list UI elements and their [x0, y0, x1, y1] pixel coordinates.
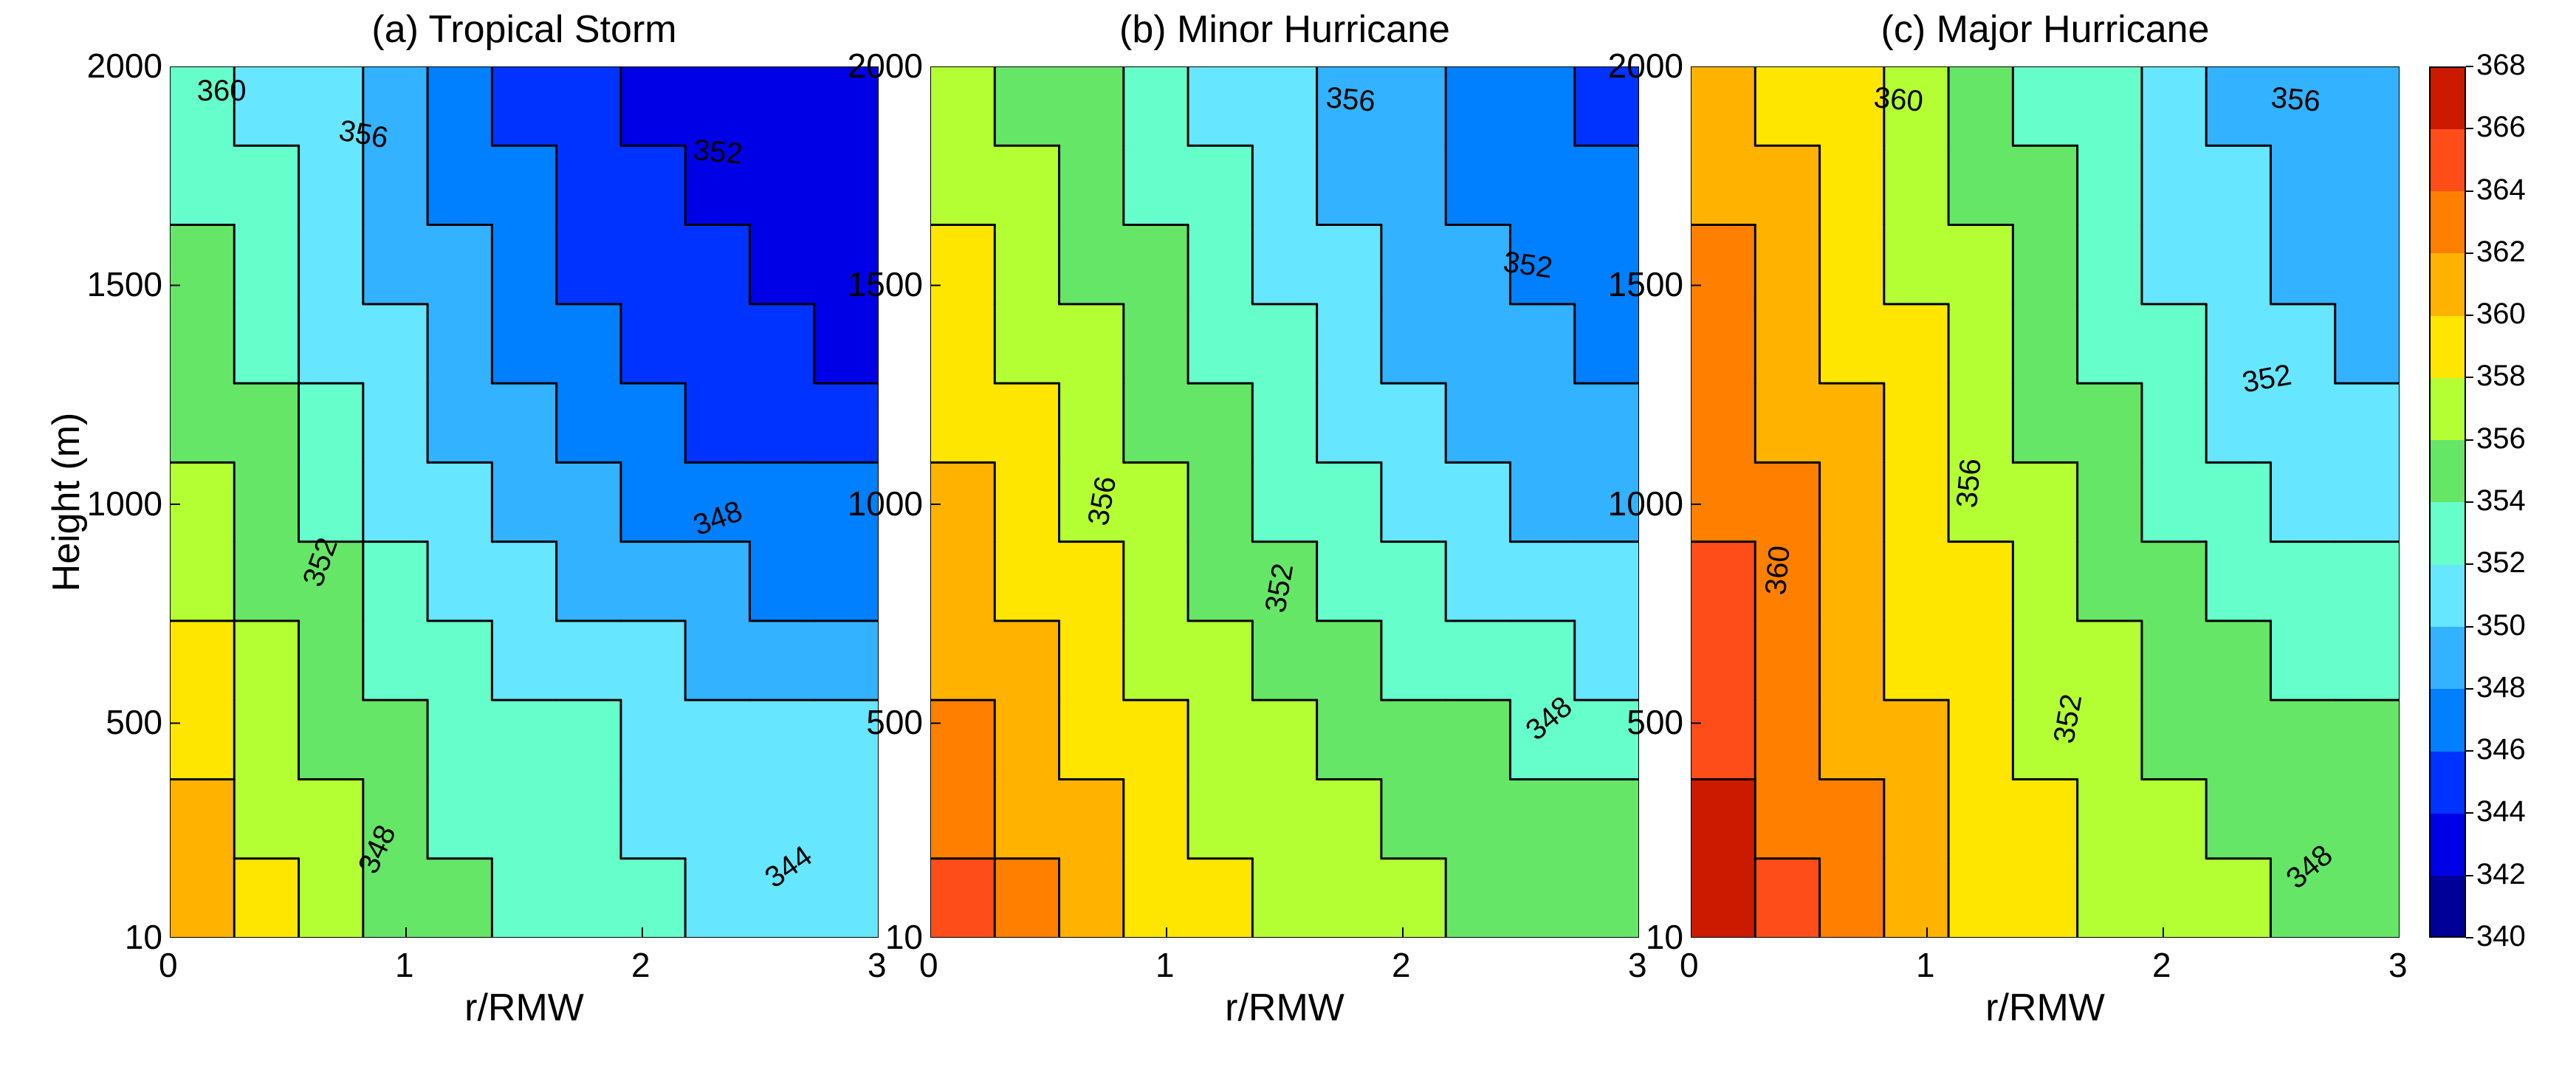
contour-label: 356 — [1951, 458, 1988, 509]
ytick-label: 1000 — [1595, 484, 1683, 523]
xtick-label: 2 — [1392, 945, 1411, 985]
panel-title-c: (c) Major Hurricane — [1861, 7, 2230, 52]
colorbar-tick — [2466, 812, 2473, 814]
ytick-label: 500 — [1595, 702, 1683, 742]
ytick-label: 10 — [834, 917, 923, 957]
colorbar-swatch — [2429, 876, 2466, 938]
ytick-label: 2000 — [74, 46, 162, 86]
colorbar-tick — [2466, 626, 2473, 628]
contour-label: 356 — [2270, 81, 2321, 119]
colorbar-tick-label: 360 — [2476, 298, 2526, 331]
colorbar-swatch — [2429, 564, 2466, 627]
contour-label: 352 — [692, 134, 743, 171]
colorbar-tick-label: 362 — [2476, 236, 2526, 269]
colorbar-tick-label: 344 — [2476, 795, 2526, 828]
colorbar — [2429, 66, 2466, 938]
colorbar-swatch — [2429, 689, 2466, 752]
colorbar-tick-label: 342 — [2476, 858, 2526, 891]
ytick-label: 1500 — [1595, 264, 1683, 304]
contour-svg-a — [170, 66, 879, 938]
ytick-label: 1500 — [74, 264, 162, 304]
colorbar-tick — [2466, 253, 2473, 254]
contour-label: 352 — [1501, 246, 1554, 286]
xlabel-c: r/RMW — [1957, 986, 2134, 1030]
colorbar-tick-label: 348 — [2476, 671, 2526, 704]
ytick-label: 10 — [74, 917, 162, 957]
xlabel-b: r/RMW — [1196, 986, 1373, 1030]
xtick-label: 2 — [631, 945, 650, 985]
contour-svg-c — [1691, 66, 2400, 938]
colorbar-tick-label: 350 — [2476, 609, 2526, 642]
ytick-label: 2000 — [1595, 46, 1683, 86]
ylabel: Height (m) — [44, 391, 89, 613]
colorbar-tick — [2466, 501, 2473, 503]
colorbar-tick-label: 354 — [2476, 484, 2526, 518]
colorbar-tick — [2466, 66, 2473, 67]
colorbar-tick-label: 368 — [2476, 49, 2526, 82]
colorbar-tick — [2466, 315, 2473, 316]
ytick-label: 1500 — [834, 264, 923, 304]
ytick-label: 500 — [74, 702, 162, 742]
xtick-label: 2 — [2152, 945, 2171, 985]
contour-svg-b — [930, 66, 1639, 938]
colorbar-tick-label: 340 — [2476, 920, 2526, 953]
xtick-label: 1 — [1916, 945, 1935, 985]
colorbar-tick — [2466, 875, 2473, 876]
colorbar-swatch — [2429, 627, 2466, 690]
ytick-label: 2000 — [834, 46, 923, 86]
colorbar-tick — [2466, 688, 2473, 690]
colorbar-tick-label: 356 — [2476, 422, 2526, 456]
contour-label: 356 — [1325, 81, 1376, 119]
colorbar-tick — [2466, 439, 2473, 441]
colorbar-swatch — [2429, 128, 2466, 191]
xtick-label: 1 — [395, 945, 414, 985]
colorbar-tick-label: 366 — [2476, 111, 2526, 144]
plot-area-a — [170, 66, 879, 938]
colorbar-swatch — [2429, 813, 2466, 876]
contour-label: 360 — [1872, 81, 1924, 119]
colorbar-swatch — [2429, 440, 2466, 503]
colorbar-tick — [2466, 128, 2473, 129]
colorbar-swatch — [2429, 253, 2466, 316]
ytick-label: 1000 — [834, 484, 923, 523]
xtick-label: 3 — [2388, 945, 2408, 985]
colorbar-swatch — [2429, 502, 2466, 565]
plot-area-b — [930, 66, 1639, 938]
colorbar-tick — [2466, 750, 2473, 752]
colorbar-tick-label: 346 — [2476, 733, 2526, 766]
xtick-label: 1 — [1155, 945, 1175, 985]
colorbar-tick-label: 358 — [2476, 360, 2526, 393]
colorbar-tick — [2466, 377, 2473, 378]
colorbar-tick-label: 364 — [2476, 174, 2526, 207]
contour-label: 360 — [1759, 545, 1797, 597]
colorbar-tick — [2466, 190, 2473, 192]
plot-area-c — [1691, 66, 2400, 938]
ytick-label: 10 — [1595, 917, 1683, 957]
ytick-label: 500 — [834, 702, 923, 742]
colorbar-swatch — [2429, 377, 2466, 440]
figure-root: (a) Tropical Storm0123105001000150020003… — [0, 0, 2576, 1078]
colorbar-swatch — [2429, 751, 2466, 814]
colorbar-swatch — [2429, 66, 2466, 129]
colorbar-swatch — [2429, 191, 2466, 254]
panel-title-b: (b) Minor Hurricane — [1100, 7, 1469, 52]
colorbar-swatch — [2429, 315, 2466, 378]
colorbar-tick-label: 352 — [2476, 546, 2526, 580]
panel-title-a: (a) Tropical Storm — [340, 7, 709, 52]
contour-label: 360 — [197, 75, 247, 108]
colorbar-tick — [2466, 563, 2473, 565]
colorbar-tick — [2466, 937, 2473, 938]
xlabel-a: r/RMW — [436, 986, 613, 1030]
